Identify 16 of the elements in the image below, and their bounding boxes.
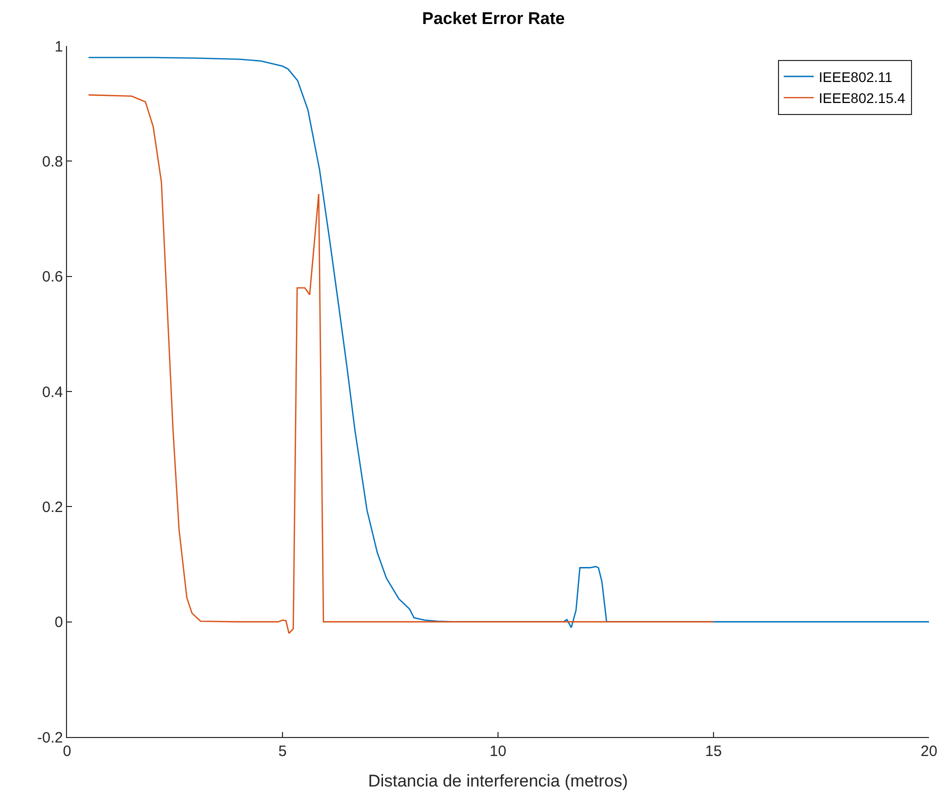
y-tick-label: -0.2 [37,729,63,746]
x-tick-label: 5 [278,743,287,760]
line-series [88,94,714,634]
chart-title: Packet Error Rate [422,8,565,28]
x-tick-label: 15 [705,743,722,760]
y-tick-label: 0.2 [42,498,63,516]
x-axis-title: Distancia de interferencia (metros) [368,771,628,790]
y-tick-label: 1 [54,38,63,56]
y-tick-label: 0.8 [42,153,63,170]
legend-label: IEEE802.11 [818,68,893,85]
x-tick-label: 10 [490,743,506,760]
y-tick-label: 0.6 [42,268,63,286]
y-tick-label: 0.4 [42,384,63,401]
legend-label: IEEE802.15.4 [818,90,906,106]
x-tick-label: 20 [920,743,938,760]
y-tick-label: 0 [54,614,63,632]
